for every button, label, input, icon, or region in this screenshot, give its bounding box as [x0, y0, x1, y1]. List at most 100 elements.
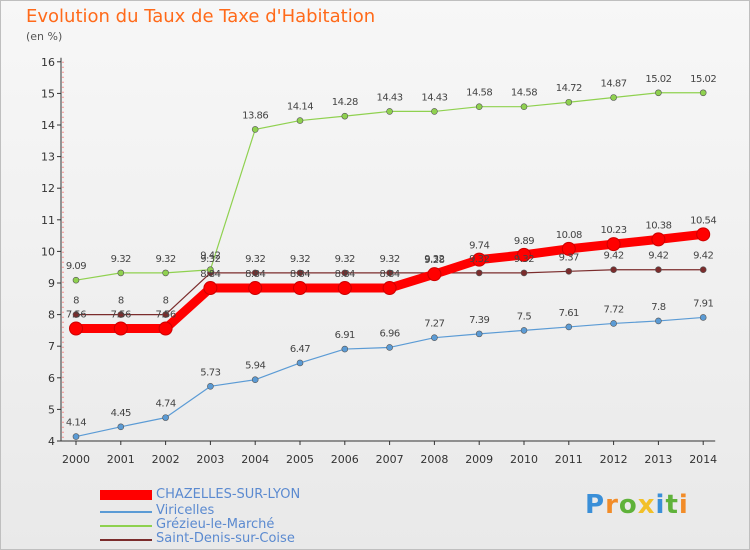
data-point	[162, 311, 169, 318]
y-tick-label: 8	[48, 309, 55, 322]
data-point	[251, 269, 259, 277]
data-point	[427, 267, 442, 282]
legend-swatch-saint-denis	[100, 539, 152, 541]
logo-letter: t	[665, 490, 679, 520]
x-tick-label: 2011	[555, 453, 583, 466]
logo-letter: o	[618, 490, 638, 520]
data-label: 14.43	[421, 92, 447, 103]
data-label: 8.84	[379, 269, 399, 280]
y-tick-label: 15	[41, 87, 55, 100]
data-point	[162, 269, 169, 277]
data-point	[296, 359, 304, 367]
legend-label-viricelles: Viricelles	[156, 503, 215, 518]
data-label: 14.43	[377, 92, 403, 103]
legend-swatch-chazelles	[100, 490, 152, 500]
data-point	[72, 276, 80, 284]
data-label: 14.72	[556, 83, 582, 94]
legend-label-saint-denis: Saint-Denis-sur-Coise	[156, 531, 295, 546]
series-points	[69, 89, 711, 440]
data-point	[337, 281, 352, 296]
data-label: 9.09	[66, 261, 86, 272]
chart-title: Evolution du Taux de Taxe d'Habitation	[26, 6, 376, 27]
data-point	[475, 103, 483, 110]
data-label: 14.28	[332, 97, 358, 108]
proxiti-logo: Proxiti	[585, 490, 689, 520]
data-label: 9.32	[335, 254, 355, 265]
data-point	[113, 321, 128, 336]
data-point	[117, 423, 125, 431]
data-point	[475, 269, 483, 277]
y-tick-label: 6	[48, 372, 55, 385]
data-label: 4.45	[111, 408, 131, 419]
y-tick-label: 12	[41, 182, 55, 195]
data-label: 9.32	[514, 254, 534, 265]
data-label: 14.87	[601, 79, 627, 90]
data-label: 7.72	[603, 304, 623, 315]
data-label: 10.54	[690, 215, 716, 226]
x-tick-label: 2006	[331, 453, 359, 466]
data-label: 7.5	[517, 311, 532, 322]
data-label: 7.27	[424, 319, 444, 330]
x-tick-label: 2010	[510, 453, 538, 466]
data-point	[341, 345, 349, 353]
data-labels: 8 8 8 9.32 9.32 9.32 9.32 9.32 9.32 9.32 9.32 9.37 9…	[66, 74, 717, 429]
data-point	[520, 327, 528, 334]
data-label: 14.14	[287, 102, 313, 113]
x-tick-label: 2007	[376, 453, 404, 466]
data-point	[472, 252, 487, 267]
data-point	[610, 320, 617, 327]
data-label: 8	[73, 296, 79, 307]
data-point	[117, 311, 125, 318]
data-label: 8.84	[245, 269, 265, 280]
data-point	[431, 108, 438, 115]
data-label: 9.37	[559, 252, 579, 263]
data-label: 9.42	[693, 251, 713, 262]
y-tick-label: 16	[41, 56, 55, 69]
data-label: 7.56	[66, 310, 86, 321]
data-point	[158, 321, 173, 336]
data-label: 9.32	[245, 254, 265, 265]
data-label: 6.96	[379, 328, 399, 339]
data-label: 7.56	[155, 310, 175, 321]
y-tick-label: 9	[48, 277, 55, 290]
data-label: 9.32	[469, 254, 489, 265]
data-point	[565, 268, 573, 275]
data-point	[610, 94, 617, 101]
data-label: 9.74	[469, 241, 489, 252]
data-label: 7.56	[111, 310, 131, 321]
data-point	[565, 323, 573, 331]
data-label: 9.32	[424, 254, 444, 265]
data-label: 9.32	[155, 254, 175, 265]
y-tick-label: 5	[48, 403, 55, 416]
data-point	[520, 103, 528, 110]
x-tick-label: 2009	[465, 453, 493, 466]
data-label: 5.94	[245, 361, 265, 372]
data-label: 9.28	[424, 255, 444, 266]
data-point	[655, 317, 662, 325]
data-point	[386, 344, 393, 351]
axes: 4 5 6 7 8 9 10 11 12 13 14 15 16 2000 2001 2002 2003 2004…	[41, 56, 717, 466]
x-tick-label: 2000	[62, 453, 90, 466]
data-point	[651, 232, 666, 247]
data-label: 8	[163, 296, 169, 307]
legend-swatch-grezieu	[100, 525, 152, 527]
data-point	[251, 126, 259, 133]
data-point	[699, 266, 707, 274]
logo-letter: x	[637, 490, 656, 520]
legend-label-chazelles: CHAZELLES-SUR-LYON	[156, 487, 301, 502]
data-point	[517, 247, 531, 262]
data-label: 8.84	[335, 269, 355, 280]
data-label: 5.73	[200, 367, 220, 378]
data-label: 14.58	[511, 88, 537, 99]
y-tick-label: 4	[48, 435, 55, 448]
legend-swatch-viricelles	[100, 511, 152, 513]
logo-letter: P	[585, 490, 606, 520]
y-tick-label: 11	[41, 214, 55, 227]
data-label: 10.23	[601, 225, 627, 236]
data-point	[606, 237, 621, 252]
data-label: 10.38	[645, 220, 671, 231]
logo-letter: i	[655, 490, 666, 520]
data-label: 9.42	[200, 251, 220, 262]
